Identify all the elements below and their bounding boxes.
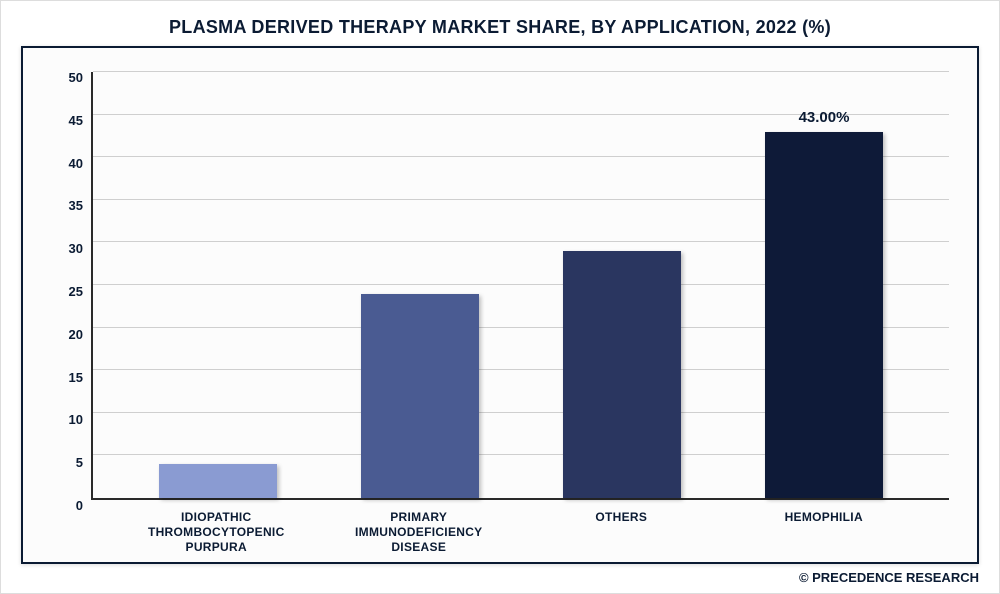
chart-title: PLASMA DERIVED THERAPY MARKET SHARE, BY … <box>21 17 979 38</box>
bar-wrap: 43.00% <box>735 72 913 498</box>
attribution-text: © PRECEDENCE RESEARCH <box>21 570 979 585</box>
x-axis-label: HEMOPHILIA <box>735 510 913 556</box>
bar-wrap <box>331 72 509 498</box>
bar <box>159 464 276 498</box>
plot-area: 43.00% <box>91 72 949 500</box>
x-axis: IDIOPATHIC THROMBOCYTOPENIC PURPURA PRIMA… <box>91 500 949 556</box>
x-axis-label: OTHERS <box>532 510 710 556</box>
chart-container: PLASMA DERIVED THERAPY MARKET SHARE, BY … <box>0 0 1000 594</box>
y-axis: 05101520253035404550 <box>51 72 91 500</box>
bars-group: 43.00% <box>93 72 949 498</box>
bar <box>361 294 478 498</box>
bar <box>765 132 882 498</box>
bar <box>563 251 680 498</box>
bar-wrap <box>129 72 307 498</box>
x-axis-label: IDIOPATHIC THROMBOCYTOPENIC PURPURA <box>127 510 305 556</box>
x-axis-label: PRIMARY IMMUNODEFICIENCY DISEASE <box>330 510 508 556</box>
bar-wrap <box>533 72 711 498</box>
plot-row: 05101520253035404550 43.00% <box>51 72 949 500</box>
chart-panel: 05101520253035404550 43.00% IDIOPATHIC T… <box>21 46 979 564</box>
bar-data-label: 43.00% <box>799 109 850 126</box>
